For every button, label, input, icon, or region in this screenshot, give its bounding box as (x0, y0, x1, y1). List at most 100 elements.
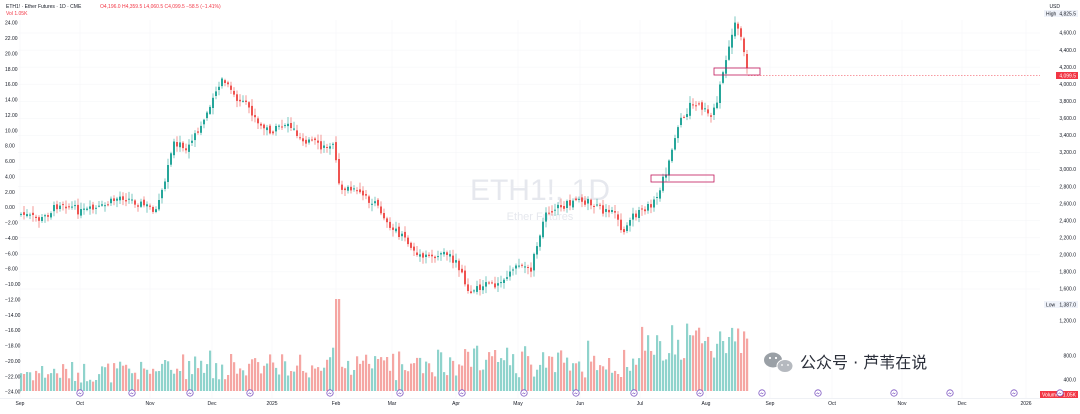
volume-bar (335, 299, 338, 391)
volume-bar (467, 351, 470, 391)
right-axis-tick: 1,600.0 (1059, 287, 1076, 293)
candle-body (671, 149, 673, 162)
volume-bar (44, 377, 47, 391)
volume-bar (506, 347, 509, 391)
session-marker-icon[interactable] (814, 389, 822, 397)
candle-body (608, 209, 610, 213)
session-marker-icon[interactable] (520, 389, 528, 397)
volume-bar (635, 364, 638, 391)
volume-bar (59, 377, 62, 391)
volume-bar (554, 372, 557, 391)
volume-bar (98, 374, 101, 391)
candle-body (383, 213, 385, 219)
session-marker-icon[interactable] (128, 389, 136, 397)
volume-bar (665, 359, 668, 391)
right-axis-tick: 1,200.0 (1059, 319, 1076, 325)
volume-bar (611, 372, 614, 391)
volume-bar (305, 372, 308, 391)
session-marker-icon[interactable] (396, 389, 404, 397)
session-marker-icon[interactable] (946, 389, 954, 397)
volume-bar (578, 361, 581, 391)
right-axis-tick: 2,000.0 (1059, 253, 1076, 259)
candle-body (239, 99, 241, 102)
right-axis-tick: 4,600.0 (1059, 31, 1076, 37)
candle-body (374, 201, 376, 204)
volume-bar (179, 371, 182, 391)
volume-bar (47, 374, 50, 391)
candle-body (77, 204, 79, 215)
volume-bar (224, 379, 227, 391)
volume-bar (716, 343, 719, 391)
candle-body (107, 204, 109, 206)
volume-bar (80, 382, 83, 391)
volume-bar (215, 363, 218, 391)
candle-body (44, 215, 46, 217)
session-marker-icon[interactable] (630, 389, 638, 397)
candle-body (689, 102, 691, 116)
candle-body (47, 215, 49, 217)
volume-bar (344, 368, 347, 391)
session-marker-icon[interactable] (246, 389, 254, 397)
session-marker-icon[interactable] (572, 389, 580, 397)
candle-body (68, 206, 70, 208)
volume-bar (452, 360, 455, 391)
session-marker-icon[interactable] (76, 389, 84, 397)
session-marker-icon[interactable] (1010, 389, 1018, 397)
session-marker-icon[interactable] (458, 389, 466, 397)
candle-body (680, 117, 682, 125)
volume-bar (314, 368, 317, 391)
candle-body (413, 246, 415, 251)
volume-bar (68, 378, 71, 391)
right-axis-tick: 3,400.0 (1059, 133, 1076, 139)
candle-body (221, 78, 223, 87)
candle-body (317, 140, 319, 143)
volume-bar (536, 369, 539, 391)
candle-body (602, 205, 604, 214)
volume-bar (458, 364, 461, 391)
candlesticks[interactable] (20, 16, 1040, 296)
candle-body (695, 105, 697, 107)
time-axis-tick: Apr (452, 401, 460, 407)
candle-body (116, 198, 118, 201)
candle-body (644, 209, 646, 212)
candle-body (683, 116, 685, 118)
candle-body (80, 209, 82, 216)
volume-bar (353, 370, 356, 391)
left-axis-tick: −8.00 (5, 267, 18, 273)
volume-bar (113, 363, 116, 391)
session-marker-icon[interactable] (186, 389, 194, 397)
volume-bar (695, 330, 698, 391)
candle-body (35, 216, 37, 218)
volume-bar (623, 349, 626, 391)
candle-body (527, 267, 529, 268)
candle-body (308, 139, 310, 143)
session-marker-icon[interactable] (326, 389, 334, 397)
volume-bar (659, 341, 662, 391)
left-axis-tick: −12.00 (5, 297, 21, 303)
session-marker-icon[interactable] (696, 389, 704, 397)
candle-body (248, 102, 250, 108)
candle-body (149, 205, 151, 207)
volume-bar (512, 354, 515, 391)
volume-bar (605, 369, 608, 391)
volume-bar (539, 364, 542, 391)
session-marker-icon[interactable] (758, 389, 766, 397)
candle-body (386, 218, 388, 223)
volume-bar (410, 363, 413, 391)
volume-bar (95, 380, 98, 391)
volume-bar (200, 360, 203, 391)
left-axis-tick: 10.00 (5, 128, 18, 134)
candle-body (203, 119, 205, 125)
candle-body (338, 159, 340, 184)
candle-body (95, 207, 97, 209)
volume-bar (368, 363, 371, 391)
session-marker-icon[interactable] (1056, 389, 1064, 397)
volume-bar (362, 360, 365, 391)
volume-bar (482, 369, 485, 391)
candle-body (215, 91, 217, 96)
volume-bar (119, 361, 122, 391)
candle-body (134, 200, 136, 205)
volume-bar (356, 356, 359, 391)
session-marker-icon[interactable] (890, 389, 898, 397)
